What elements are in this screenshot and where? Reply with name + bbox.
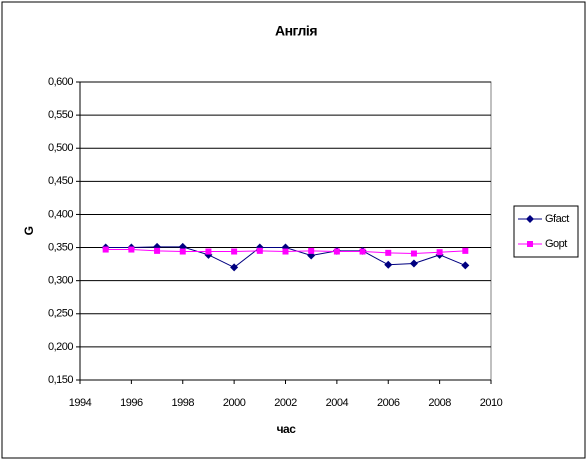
marker [154,247,161,254]
marker [205,248,212,255]
marker [461,261,470,270]
x-axis-title: час [277,422,297,436]
marker [179,248,186,255]
x-tick-label: 2004 [326,397,349,409]
y-tick-label: 0,550 [48,109,73,121]
x-tick-label: 1998 [172,397,195,409]
x-tick-label: 1994 [69,397,92,409]
y-tick-label: 0,300 [48,275,73,287]
marker [230,263,239,272]
y-tick-label: 0,450 [48,175,73,187]
marker [409,259,418,268]
marker [385,249,392,256]
legend-label: Gopt [545,238,567,250]
legend-marker [526,215,534,223]
y-tick-label: 0,400 [48,208,73,220]
marker [436,249,443,256]
x-tick-label: 2008 [428,397,451,409]
y-tick-label: 0,600 [48,76,73,88]
x-tick-label: 1996 [120,397,143,409]
marker [384,260,393,269]
y-tick-label: 0,150 [48,374,73,386]
marker [462,247,469,254]
marker [102,246,109,253]
chart-title: Англія [275,23,317,39]
legend-marker [527,241,533,247]
x-tick-label: 2010 [480,397,503,409]
marker [359,248,366,255]
marker [128,246,135,253]
y-tick-label: 0,250 [48,308,73,320]
y-tick-label: 0,200 [48,341,73,353]
y-axis-title: G [22,226,36,235]
legend-label: Gfact [545,213,569,225]
marker [410,250,417,257]
x-tick-label: 2006 [377,397,400,409]
marker [282,248,289,255]
x-tick-label: 2000 [223,397,246,409]
y-tick-label: 0,500 [48,142,73,154]
marker [256,247,263,254]
marker [231,248,238,255]
plot-area [79,81,492,381]
x-tick-label: 2002 [274,397,297,409]
y-tick-label: 0,350 [48,241,73,253]
marker [308,247,315,254]
legend-box [513,205,579,258]
marker [333,248,340,255]
